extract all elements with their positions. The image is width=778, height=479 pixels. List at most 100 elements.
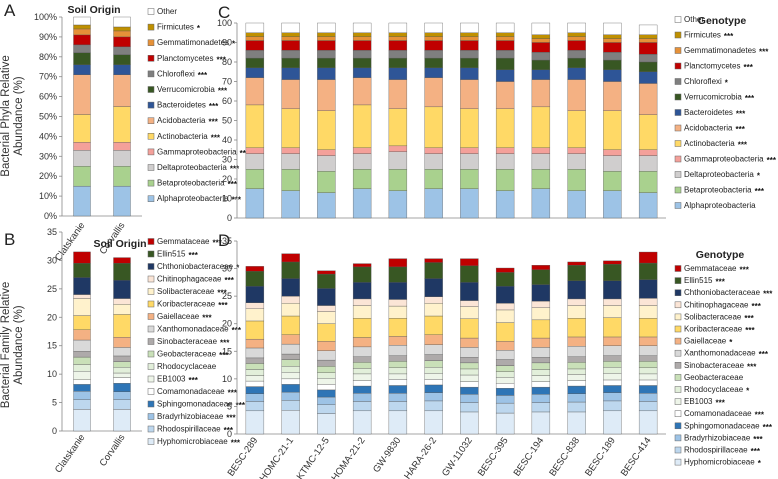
legend-label-acidobacteria: Acidobacteria [157,116,206,125]
bar-segment-xanthomonadaceae [460,347,479,358]
bar-segment-verrucomicrobia [603,59,622,70]
legend-swatch-bradyrhizobiaceae [147,413,155,420]
bar-segment-sphingomonadaceae [352,385,372,394]
bar-segment-xanthomonadaceae [603,345,622,356]
bar-segment-sphingomonadaceae [424,384,443,393]
bar-segment-xanthomonadaceae [352,346,372,357]
bar-segment-acidobacteria [460,79,479,109]
bar-segment-gemmatimonadetes [113,30,131,38]
legend-label-bradyrhizobiaceae: Bradyrhizobiaceae [157,412,224,421]
bar-segment-gaiellaceae [531,337,551,348]
bar-segment-chloroflexi [495,50,515,59]
y-tick-label: 25 [222,291,232,301]
bar-segment-eb1003 [424,373,443,380]
bar-segment-xanthomonadaceae [388,345,408,356]
legend-swatch-chloroflexi [674,78,682,85]
bar-segment-ellin515 [352,266,372,283]
y-tick-label: 10 [222,374,232,384]
legend-swatch-chloroflexi [147,70,155,78]
bar-segment-solibacteraceae [495,309,515,323]
legend-significance: *** [755,187,765,196]
bar-segment-firmicutes [495,32,515,37]
bar-segment-bacteroidetes [113,64,131,75]
legend-significance: *** [231,439,241,448]
bar-segment-gemmataceae [245,266,265,272]
bar-segment-geobacteraceae [460,362,479,370]
y-tick-label: 10 [47,369,57,379]
bar-segment-gemmatimonadetes [317,36,336,41]
y-tick-label: 35 [222,236,232,246]
bar-segment-gemmataceae [603,260,622,265]
y-tick-label: 40 [222,135,232,145]
bar-segment-betaproteobacteria [281,169,300,191]
legend-label-sinobacteraceae: Sinobacteraceae [684,361,745,370]
bar-segment-sinobacteraceae [567,356,586,363]
bar-segment-bacteroidetes [567,67,586,80]
bar-segment-gemmatimonadetes [388,36,408,41]
y-tick-label: 40% [39,131,57,141]
legend-swatch-planctomycetes [674,62,682,70]
y-tick-label: 50% [39,112,57,122]
bar-segment-sphingomonadaceae [281,384,300,393]
bar-segment-other [245,22,265,33]
legend-label-chloroflexi: Chloroflexi [684,77,722,86]
legend-swatch-actinobacteria [674,140,682,147]
bar-segment-verrucomicrobia [638,61,658,72]
bar-segment-rhodocyclaceae [317,372,336,379]
bar-segment-gemmatimonadetes [460,36,479,41]
bar-segment-chitinophagaceae [460,300,479,307]
legend-swatch-geobacteraceae [147,350,155,358]
bar-segment-geobacteraceae [638,361,658,369]
legend-label-deltaproteobacteria: Deltaproteobacteria [157,163,227,172]
bar-segment-gaiellaceae [460,337,479,348]
legend-swatch-other [674,16,682,23]
bar-segment-planctomycetes [388,40,408,51]
bar-segment-rhodospirillaceae [531,402,551,413]
bar-segment-bacteroidetes [603,69,622,82]
bar-segment-xanthomonadaceae [317,350,336,361]
bar-segment-rhodocyclaceae [531,369,551,376]
bar-segment-deltaproteobacteria [317,155,336,172]
bar-segment-sinobacteraceae [113,355,131,362]
y-tick-label: 30 [222,155,232,165]
y-tick-label: 35 [47,227,57,237]
bar-segment-geobacteraceae [352,362,372,369]
bar-segment-sinobacteraceae [281,353,300,360]
bar-segment-gemmatimonadetes [281,36,300,41]
legend-significance: *** [217,289,227,298]
bar-segment-chitinophagaceae [603,298,622,306]
bar-segment-comamonadaceae [245,380,265,387]
legend-significance: * [758,459,762,468]
legend-label-planctomycetes: Planctomycetes [684,62,740,71]
panel-letter: D [218,231,230,250]
bar-segment-actinobacteria [317,110,336,150]
bar-segment-alphaproteobacteria [603,190,622,219]
bar-segment-eb1003 [281,372,300,380]
bar-segment-alphaproteobacteria [73,185,91,217]
bar-segment-eb1003 [567,374,586,381]
bar-segment-ellin515 [388,266,408,283]
legend-label-xanthomonadaceae: Xanthomonadaceae [157,325,229,334]
panel-letter: B [4,230,15,249]
bar-segment-deltaproteobacteria [567,153,586,170]
legend-significance: *** [202,314,212,323]
bar-segment-eb1003 [495,377,515,384]
y-tick-label: 0 [227,213,232,223]
legend-swatch-chthoniobacteraceae [147,263,155,270]
bar-segment-bacteroidetes [424,67,443,78]
panel-a: A Soil Origin Bacterial Phyla RelativeAbun… [0,1,250,263]
bar-segment-hyphomicrobiaceae [424,410,443,435]
bar-segment-chloroflexi [638,54,658,63]
legend-label-xanthomonadaceae: Xanthomonadaceae [684,349,756,358]
bar-segment-acidobacteria [638,83,658,115]
bar-segment-eb1003 [113,372,131,378]
bar-segment-koribacteraceae [638,318,658,338]
bar-segment-gaiellaceae [113,337,131,348]
bar-segment-sinobacteraceae [603,355,622,362]
bar-segment-chloroflexi [531,52,551,61]
bar-segment-planctomycetes [424,40,443,51]
bar-segment-other [638,24,658,35]
bar-segment-chitinophagaceae [317,305,336,312]
panel-b: B Soil Origin Bacterial Family RelativeAbu… [0,227,246,475]
